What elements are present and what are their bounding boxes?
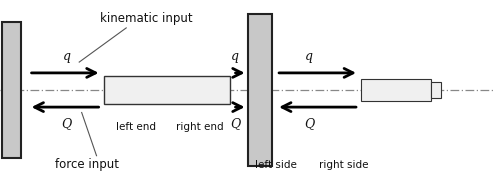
Text: q: q <box>63 50 71 63</box>
Bar <box>2 22 21 158</box>
Text: q: q <box>231 50 239 63</box>
Bar <box>361 79 431 101</box>
Bar <box>248 14 272 166</box>
Text: q: q <box>305 50 313 63</box>
Text: right end: right end <box>176 122 223 132</box>
Text: Q: Q <box>230 117 240 130</box>
Bar <box>104 76 230 104</box>
Text: Q: Q <box>62 117 72 130</box>
Text: force input: force input <box>54 158 119 171</box>
Text: left side: left side <box>255 160 297 170</box>
Text: right side: right side <box>319 160 369 170</box>
Text: Q: Q <box>304 117 314 130</box>
Text: left end: left end <box>116 122 156 132</box>
Text: kinematic input: kinematic input <box>99 12 193 25</box>
Bar <box>431 82 441 98</box>
